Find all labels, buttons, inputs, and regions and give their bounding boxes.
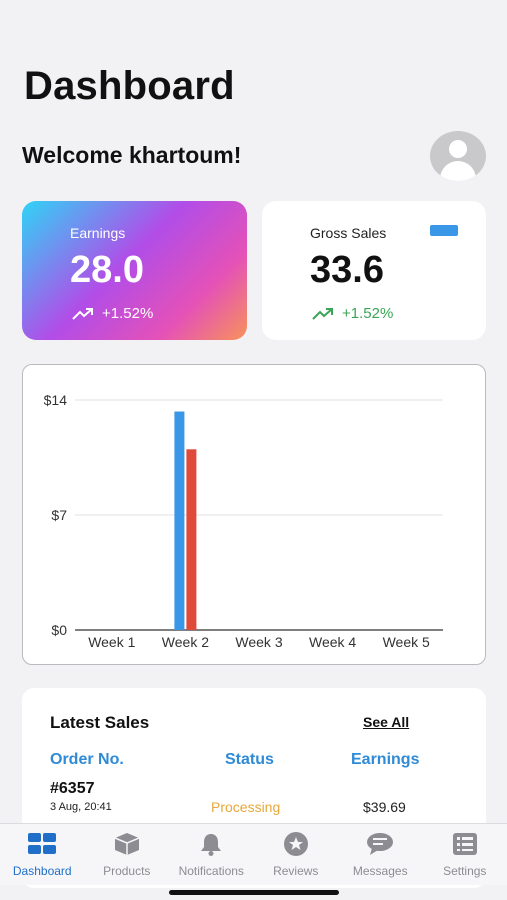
gross-sales-card[interactable]: Gross Sales 33.6 +1.52%: [262, 201, 486, 340]
tab-label-notifications: Notifications: [178, 864, 244, 878]
bar: [186, 449, 197, 630]
bell-icon: [197, 832, 225, 856]
avatar-body: [440, 161, 476, 181]
list-icon: [451, 832, 479, 856]
star-icon: [282, 832, 310, 856]
chat-icon: [366, 832, 394, 856]
tab-label-dashboard: Dashboard: [12, 864, 72, 878]
weekly-chart: $0 $7 $14 Week 1 Week 2 Week 3 Week 4 Week 5: [22, 364, 486, 665]
box-icon: [113, 832, 141, 856]
tab-messages[interactable]: Messages: [338, 824, 423, 885]
home-indicator: [169, 890, 339, 895]
tab-label-messages: Messages: [352, 864, 408, 878]
avatar-head: [449, 140, 467, 158]
earnings-label: Earnings: [70, 225, 126, 241]
chart-svg: $0 $7 $14 Week 1 Week 2 Week 3 Week 4 Week 5: [44, 392, 443, 650]
x-tick-label: Week 4: [309, 634, 356, 650]
x-tick-label: Week 5: [383, 634, 430, 650]
column-header-status: Status: [225, 751, 274, 768]
column-header-earnings: Earnings: [351, 751, 420, 768]
gross-sales-value: 33.6: [310, 249, 384, 291]
tab-notifications[interactable]: Notifications: [169, 824, 254, 885]
x-tick-label: Week 3: [235, 634, 282, 650]
trending-up-icon: [312, 307, 333, 320]
earnings-change: +1.52%: [72, 305, 153, 322]
earnings-change-text: +1.52%: [102, 305, 154, 322]
tab-settings[interactable]: Settings: [423, 824, 507, 885]
see-all-link[interactable]: See All: [363, 714, 410, 730]
y-tick-label: $0: [51, 622, 67, 638]
gross-sales-label: Gross Sales: [310, 225, 387, 241]
bar: [174, 411, 185, 630]
x-tick-label: Week 1: [88, 634, 135, 650]
order-date: 3 Aug, 20:41: [50, 801, 112, 813]
gross-sales-change: +1.52%: [312, 305, 393, 322]
gross-sales-change-text: +1.52%: [342, 305, 394, 322]
dashboard-icon: [28, 832, 57, 856]
trending-up-icon: [72, 307, 93, 320]
tab-label-products: Products: [103, 864, 151, 878]
latest-sales-title: Latest Sales: [50, 713, 150, 732]
page-title: Dashboard: [24, 64, 235, 108]
order-number[interactable]: #6357: [50, 780, 95, 797]
tab-label-reviews: Reviews: [273, 864, 319, 878]
tab-products[interactable]: Products: [85, 824, 170, 885]
bottom-tab-bar: Dashboard Products Notifications Re: [0, 823, 507, 885]
column-header-order: Order No.: [50, 751, 124, 768]
earnings-card[interactable]: Earnings 28.0 +1.52%: [22, 201, 247, 340]
y-tick-label: $7: [51, 507, 67, 523]
tab-dashboard[interactable]: Dashboard: [0, 824, 85, 885]
y-tick-label: $14: [44, 392, 68, 408]
tab-reviews[interactable]: Reviews: [254, 824, 339, 885]
earnings-value: 28.0: [70, 249, 144, 291]
welcome-text: Welcome khartoum!: [22, 142, 242, 168]
legend-swatch: [430, 225, 458, 236]
avatar[interactable]: [430, 131, 486, 181]
tab-label-settings: Settings: [443, 864, 487, 878]
order-amount: $39.69: [363, 799, 406, 815]
order-status: Processing: [211, 799, 281, 815]
x-tick-label: Week 2: [162, 634, 209, 650]
